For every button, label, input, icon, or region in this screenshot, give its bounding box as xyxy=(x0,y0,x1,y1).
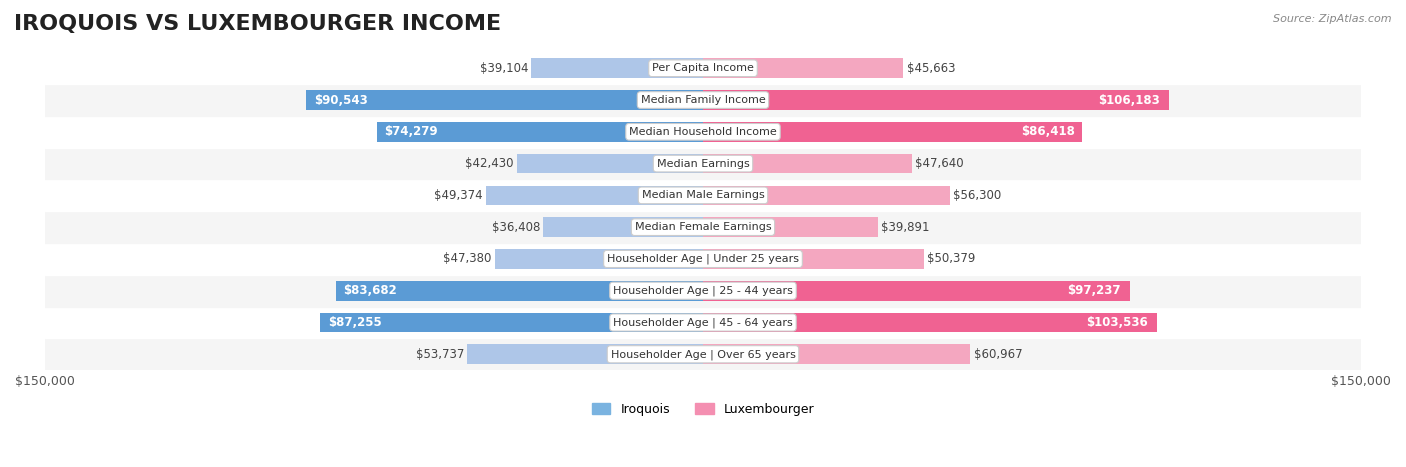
Bar xyxy=(321,312,703,333)
Bar xyxy=(495,249,703,269)
Text: Median Family Income: Median Family Income xyxy=(641,95,765,105)
Text: $50,379: $50,379 xyxy=(928,253,976,265)
Text: Source: ZipAtlas.com: Source: ZipAtlas.com xyxy=(1274,14,1392,24)
Text: $47,640: $47,640 xyxy=(915,157,965,170)
Text: $87,255: $87,255 xyxy=(328,316,381,329)
Bar xyxy=(45,148,1361,179)
Bar xyxy=(543,217,703,237)
Bar xyxy=(45,116,1361,148)
Text: $83,682: $83,682 xyxy=(343,284,396,297)
Bar xyxy=(703,185,950,205)
Text: Median Female Earnings: Median Female Earnings xyxy=(634,222,772,232)
Text: $106,183: $106,183 xyxy=(1098,93,1160,106)
Bar xyxy=(703,312,1157,333)
Text: $103,536: $103,536 xyxy=(1087,316,1149,329)
Text: $90,543: $90,543 xyxy=(314,93,367,106)
Bar xyxy=(703,58,903,78)
Text: $36,408: $36,408 xyxy=(492,221,540,234)
Bar xyxy=(305,90,703,110)
Bar xyxy=(45,307,1361,339)
Text: Median Earnings: Median Earnings xyxy=(657,159,749,169)
Bar xyxy=(45,275,1361,307)
Text: $60,967: $60,967 xyxy=(974,348,1022,361)
Text: $42,430: $42,430 xyxy=(465,157,513,170)
Text: $39,891: $39,891 xyxy=(882,221,929,234)
Text: $74,279: $74,279 xyxy=(384,125,437,138)
Bar xyxy=(45,179,1361,211)
Text: $97,237: $97,237 xyxy=(1067,284,1121,297)
Bar xyxy=(377,122,703,142)
Bar xyxy=(703,122,1083,142)
Text: Per Capita Income: Per Capita Income xyxy=(652,63,754,73)
Text: Householder Age | Under 25 years: Householder Age | Under 25 years xyxy=(607,254,799,264)
Bar xyxy=(467,345,703,364)
Text: IROQUOIS VS LUXEMBOURGER INCOME: IROQUOIS VS LUXEMBOURGER INCOME xyxy=(14,14,501,34)
Bar xyxy=(703,345,970,364)
Bar xyxy=(45,52,1361,84)
Text: Householder Age | 25 - 44 years: Householder Age | 25 - 44 years xyxy=(613,285,793,296)
Bar xyxy=(517,154,703,173)
Bar xyxy=(45,243,1361,275)
Text: $49,374: $49,374 xyxy=(434,189,484,202)
Bar xyxy=(45,211,1361,243)
Bar xyxy=(703,90,1168,110)
Text: Median Household Income: Median Household Income xyxy=(628,127,778,137)
Bar xyxy=(531,58,703,78)
Text: Median Male Earnings: Median Male Earnings xyxy=(641,191,765,200)
Bar xyxy=(703,281,1129,301)
Text: Householder Age | 45 - 64 years: Householder Age | 45 - 64 years xyxy=(613,317,793,328)
Bar xyxy=(703,249,924,269)
Bar xyxy=(703,154,912,173)
Bar xyxy=(45,84,1361,116)
Legend: Iroquois, Luxembourger: Iroquois, Luxembourger xyxy=(586,398,820,421)
Text: $45,663: $45,663 xyxy=(907,62,955,75)
Text: $53,737: $53,737 xyxy=(416,348,464,361)
Bar xyxy=(486,185,703,205)
Text: $47,380: $47,380 xyxy=(443,253,492,265)
Text: $56,300: $56,300 xyxy=(953,189,1001,202)
Bar xyxy=(703,217,877,237)
Text: $86,418: $86,418 xyxy=(1021,125,1074,138)
Text: Householder Age | Over 65 years: Householder Age | Over 65 years xyxy=(610,349,796,360)
Bar xyxy=(45,339,1361,370)
Text: $39,104: $39,104 xyxy=(479,62,529,75)
Bar xyxy=(336,281,703,301)
